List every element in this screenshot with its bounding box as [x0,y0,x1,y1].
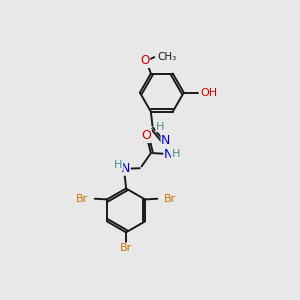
Text: H: H [114,160,123,170]
Text: OH: OH [201,88,218,98]
Text: O: O [140,54,150,68]
Text: Br: Br [76,194,88,204]
Text: N: N [121,162,130,175]
Text: CH₃: CH₃ [158,52,177,62]
Text: N: N [161,134,171,147]
Text: H: H [156,122,164,132]
Text: O: O [141,129,151,142]
Text: Br: Br [120,243,132,253]
Text: N: N [164,148,173,161]
Text: H: H [171,148,180,159]
Text: Br: Br [164,194,176,204]
